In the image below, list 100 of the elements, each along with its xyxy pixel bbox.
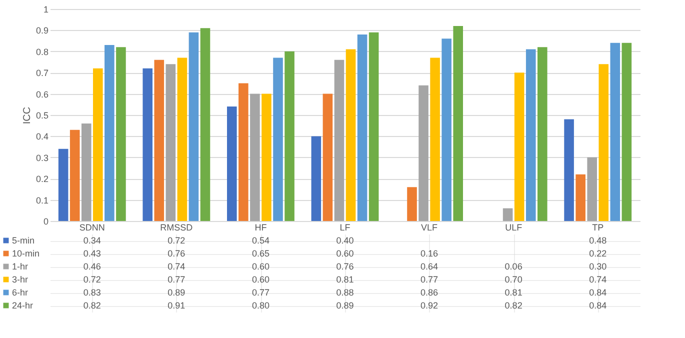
data-label: 0.60 — [252, 274, 270, 284]
data-label: 0.74 — [589, 274, 607, 284]
data-label: 0.30 — [589, 262, 607, 272]
bar — [502, 208, 513, 221]
data-label: 0.77 — [168, 274, 186, 284]
bar — [430, 58, 440, 221]
data-label: 0.60 — [252, 262, 270, 272]
bar — [104, 45, 114, 221]
bar — [514, 72, 524, 221]
data-label: 0.89 — [168, 288, 186, 298]
data-label: 0.77 — [252, 288, 270, 298]
legend-label: 6-hr — [12, 288, 28, 298]
x-tick-label: ULF — [505, 222, 523, 232]
data-label: 0.54 — [252, 236, 270, 246]
data-label: 0.22 — [589, 248, 607, 258]
bar — [188, 32, 199, 221]
bar — [537, 47, 548, 221]
data-label: 0.72 — [168, 236, 186, 246]
y-tick-label: 0.7 — [36, 68, 48, 78]
data-label: 0.77 — [420, 274, 438, 284]
x-tick-label: HF — [254, 222, 268, 232]
bar — [526, 49, 536, 221]
data-label: 0.46 — [83, 262, 101, 272]
data-label: 0.40 — [336, 236, 354, 246]
bar — [93, 68, 103, 221]
data-label: 0.06 — [504, 262, 522, 272]
data-label: 0.72 — [83, 274, 101, 284]
data-label: 0.81 — [336, 274, 354, 284]
bar — [273, 58, 283, 221]
bar — [262, 94, 272, 221]
bar — [58, 148, 68, 221]
y-tick-label: 1 — [43, 4, 48, 14]
data-label: 0.86 — [420, 288, 438, 298]
y-tick-label: 0.5 — [36, 110, 48, 120]
x-tick-label: TP — [592, 222, 604, 232]
bar — [357, 34, 368, 221]
data-label: 0.83 — [83, 288, 101, 298]
data-label: 0.76 — [336, 262, 354, 272]
data-label: 0.89 — [336, 300, 354, 310]
bar — [250, 94, 260, 221]
legend-label: 10-min — [12, 248, 40, 258]
y-tick-label: 0.1 — [36, 195, 48, 206]
data-label: 0.92 — [420, 300, 438, 310]
data-label: 0.60 — [336, 248, 354, 258]
bar — [238, 83, 248, 221]
y-tick-label: 0 — [43, 216, 48, 226]
legend-label: 1-hr — [12, 262, 28, 272]
bar — [587, 157, 597, 221]
data-label: 0.81 — [504, 288, 522, 298]
legend-label: 3-hr — [12, 274, 28, 284]
x-tick-label: LF — [340, 222, 351, 232]
y-tick-label: 0.6 — [36, 89, 48, 100]
legend-label: 24-hr — [12, 300, 34, 310]
legend-label: 5-min — [12, 236, 35, 246]
data-label: 0.48 — [589, 236, 607, 246]
bar — [227, 106, 237, 221]
bar — [311, 136, 322, 221]
bar — [116, 47, 126, 221]
data-label: 0.84 — [589, 288, 607, 298]
data-label: 0.84 — [589, 300, 607, 310]
bar — [177, 58, 188, 221]
data-label: 0.91 — [168, 300, 186, 310]
data-label: 0.64 — [420, 262, 438, 272]
bar — [407, 187, 417, 221]
bar — [200, 28, 210, 221]
data-label: 0.80 — [252, 300, 270, 310]
data-label: 0.65 — [252, 248, 270, 258]
y-tick-label: 0.9 — [36, 26, 48, 36]
y-tick-label: 0.2 — [36, 174, 48, 184]
data-label: 0.43 — [83, 248, 101, 258]
y-tick-label: 0.8 — [36, 46, 48, 57]
bar — [564, 119, 574, 221]
data-label: 0.70 — [504, 274, 522, 284]
y-axis-title: ICC — [22, 106, 33, 124]
y-tick-label: 0.4 — [36, 132, 48, 142]
data-label: 0.76 — [168, 248, 186, 258]
bar — [154, 60, 164, 221]
data-label: 0.74 — [168, 262, 186, 272]
data-label: 0.16 — [420, 248, 438, 258]
bar — [598, 64, 609, 221]
data-label: 0.88 — [336, 288, 354, 298]
bar — [622, 42, 632, 221]
bar — [346, 49, 356, 221]
bar — [284, 51, 294, 221]
x-tick-label: RMSSD — [160, 222, 194, 232]
data-label: 0.34 — [83, 236, 101, 246]
bar — [576, 174, 586, 221]
x-tick-label: VLF — [421, 222, 438, 232]
bar — [322, 94, 333, 221]
bar — [453, 26, 463, 221]
bar — [166, 64, 176, 221]
bar — [418, 85, 428, 221]
bar — [334, 60, 344, 221]
bar — [70, 130, 80, 221]
bar — [81, 123, 92, 221]
x-tick-label: SDNN — [79, 222, 105, 232]
data-label: 0.82 — [504, 300, 522, 310]
bar — [142, 68, 153, 221]
bar — [610, 42, 620, 221]
data-label: 0.82 — [83, 300, 101, 310]
